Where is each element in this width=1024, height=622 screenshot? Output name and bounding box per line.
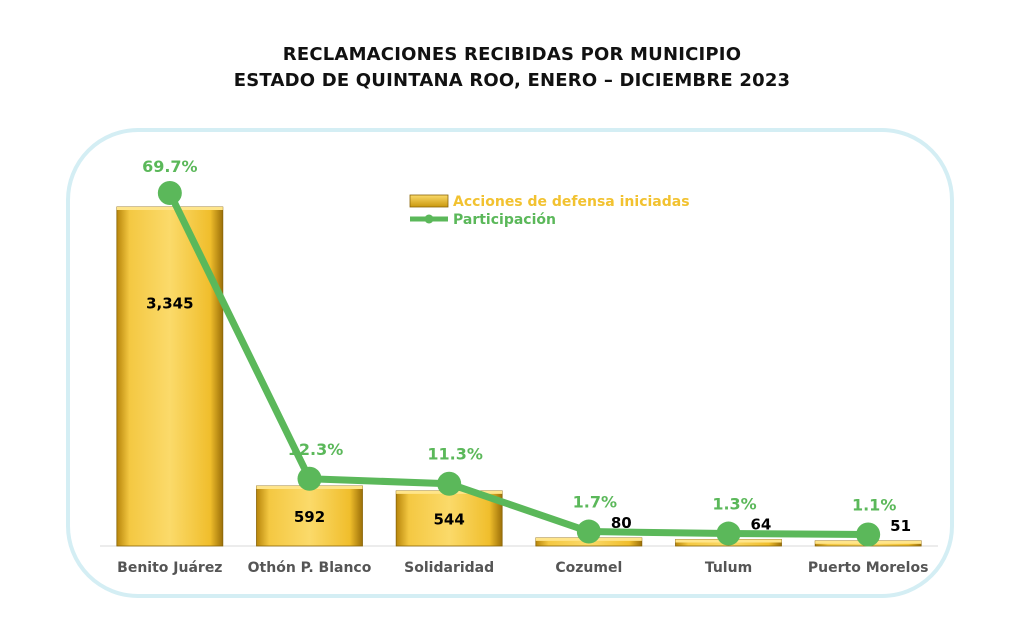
chart-title-line1: RECLAMACIONES RECIBIDAS POR MUNICIPIO [282, 44, 742, 65]
bar-value-label: 51 [890, 517, 911, 535]
x-tick-label: Cozumel [555, 560, 622, 576]
legend-swatch-bar [409, 194, 449, 208]
participation-point [856, 522, 881, 547]
bar [395, 490, 503, 547]
participation-point [437, 471, 462, 496]
bar-value-label: 64 [751, 516, 772, 534]
legend-label-line: Participación [453, 212, 556, 228]
x-tick-label: Solidaridad [404, 560, 494, 576]
participation-label: 11.3% [427, 445, 483, 464]
participation-point [297, 466, 322, 491]
participation-line [166, 189, 872, 539]
participation-label: 1.3% [712, 495, 756, 514]
bar [256, 485, 363, 547]
bar-highlight [116, 207, 223, 210]
participation-label: 1.7% [573, 493, 617, 512]
legend-swatch-marker [424, 214, 434, 224]
participation-point [157, 181, 182, 205]
x-tick-label: Othón P. Blanco [248, 560, 372, 576]
participation-label: 1.1% [852, 496, 896, 515]
bar-value-label: 544 [434, 510, 465, 528]
legend-label-bar: Acciones de defensa iniciadas [453, 194, 690, 210]
bar [116, 206, 224, 547]
participation-point [576, 519, 601, 544]
participation-label: 69.7% [142, 157, 198, 176]
bar-value-label: 80 [611, 514, 632, 532]
x-tick-label: Benito Juárez [117, 560, 222, 576]
bar-value-label: 592 [294, 508, 325, 526]
x-tick-label: Tulum [705, 560, 752, 576]
plot-frame [66, 128, 954, 598]
bar-value-label: 3,345 [146, 295, 193, 313]
participation-label: 12.3% [288, 440, 344, 459]
chart-title-line2: ESTADO DE QUINTANA ROO, ENERO – DICIEMBR… [233, 70, 791, 91]
x-tick-label: Puerto Morelos [808, 560, 929, 576]
participation-point [716, 521, 741, 546]
